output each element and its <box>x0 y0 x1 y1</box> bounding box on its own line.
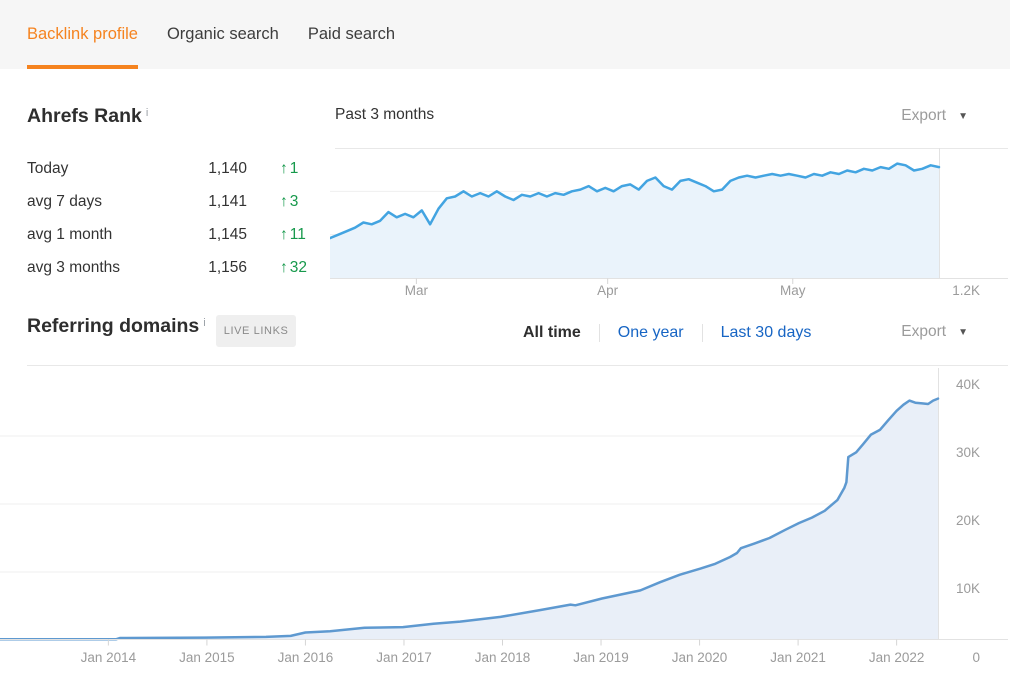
up-arrow-icon: ↑ <box>280 225 288 243</box>
ahrefs-rank-title: Ahrefs Rank i <box>27 104 148 128</box>
tab-bar: Backlink profile Organic search Paid sea… <box>0 0 1010 69</box>
stat-change: ↑ 11 <box>280 225 306 243</box>
time-range-filters: All time One year Last 30 days <box>523 321 811 345</box>
y-axis-label: 20K <box>956 513 980 528</box>
stat-change: ↑ 32 <box>280 258 307 276</box>
stat-label: avg 7 days <box>27 192 102 210</box>
rank-line <box>330 162 941 240</box>
referring-domains-divider <box>27 365 1008 366</box>
stat-row-avg-3-months: avg 3 months 1,156 ↑ 32 <box>27 251 307 284</box>
x-axis-label: Jan 2019 <box>573 650 629 665</box>
y-axis-label: 30K <box>956 445 980 460</box>
rank-chart-svg: Mar Apr May 1.2K <box>330 148 1008 298</box>
stat-value: 1,140 <box>208 159 247 177</box>
up-arrow-icon: ↑ <box>280 258 288 276</box>
y-axis-label: 10K <box>956 581 980 596</box>
rank-chart-title: Past 3 months <box>335 106 435 123</box>
x-axis-label: Jan 2016 <box>278 650 334 665</box>
x-axis-label: Apr <box>597 283 619 298</box>
stat-value: 1,145 <box>208 225 247 243</box>
rank-chart-divider <box>335 148 1008 149</box>
referring-domains-chart-svg: Jan 2014 Jan 2015 Jan 2016 Jan 2017 Jan 2018… <box>0 368 1008 665</box>
stat-change: ↑ 3 <box>280 192 299 210</box>
up-arrow-icon: ↑ <box>280 192 288 210</box>
referring-domains-title: Referring domains i LIVE LINKS <box>27 314 297 347</box>
stat-row-avg-7-days: avg 7 days 1,141 ↑ 3 <box>27 185 307 218</box>
y-axis-label: 40K <box>956 377 980 392</box>
info-icon[interactable]: i <box>145 107 149 119</box>
ahrefs-rank-stats: Today 1,140 ↑ 1 avg 7 days 1,141 ↑ 3 avg 1… <box>27 152 307 284</box>
live-links-badge: LIVE LINKS <box>215 315 297 347</box>
x-axis-label: Jan 2015 <box>179 650 235 665</box>
y-axis-label: 0 <box>972 650 980 665</box>
stat-row-today: Today 1,140 ↑ 1 <box>27 152 307 185</box>
section-title: Ahrefs Rank <box>27 105 142 127</box>
filter-one-year[interactable]: One year <box>617 324 684 341</box>
filter-last-30-days[interactable]: Last 30 days <box>720 324 812 341</box>
export-button-domains[interactable]: Export ▼ <box>901 323 968 341</box>
stat-value: 1,156 <box>208 258 247 276</box>
domains-area <box>0 398 938 640</box>
y-axis-label: 1.2K <box>952 283 980 298</box>
info-icon[interactable]: i <box>203 317 206 329</box>
tab-label: Backlink profile <box>27 25 138 43</box>
stat-label: avg 1 month <box>27 225 113 243</box>
x-axis-label: May <box>780 283 806 298</box>
up-arrow-icon: ↑ <box>280 159 288 177</box>
x-axis-label: Mar <box>405 283 429 298</box>
section-title: Referring domains <box>27 315 200 337</box>
filter-separator <box>701 324 703 342</box>
x-axis-label: Jan 2017 <box>376 650 432 665</box>
x-axis-label: Jan 2020 <box>672 650 728 665</box>
stat-label: Today <box>27 159 69 177</box>
chevron-down-icon: ▼ <box>958 110 968 122</box>
tab-label: Paid search <box>307 25 395 43</box>
rank-area <box>330 163 939 278</box>
chevron-down-icon: ▼ <box>958 326 968 338</box>
tab-label: Organic search <box>166 25 279 43</box>
tab-paid-search[interactable]: Paid search <box>308 0 395 69</box>
stat-change: ↑ 1 <box>280 159 299 177</box>
stat-row-avg-1-month: avg 1 month 1,145 ↑ 11 <box>27 218 307 251</box>
filter-all-time[interactable]: All time <box>523 324 581 341</box>
export-button-rank[interactable]: Export ▼ <box>901 107 968 125</box>
x-axis-label: Jan 2022 <box>869 650 925 665</box>
x-axis-label: Jan 2014 <box>81 650 137 665</box>
tab-backlink-profile[interactable]: Backlink profile <box>27 0 138 69</box>
filter-separator <box>598 324 600 342</box>
stat-value: 1,141 <box>208 192 247 210</box>
export-label: Export <box>901 323 947 340</box>
export-label: Export <box>901 107 947 124</box>
tab-organic-search[interactable]: Organic search <box>167 0 279 69</box>
x-axis-label: Jan 2018 <box>475 650 531 665</box>
domains-line <box>0 397 940 641</box>
stat-label: avg 3 months <box>27 258 121 276</box>
x-axis-label: Jan 2021 <box>770 650 826 665</box>
